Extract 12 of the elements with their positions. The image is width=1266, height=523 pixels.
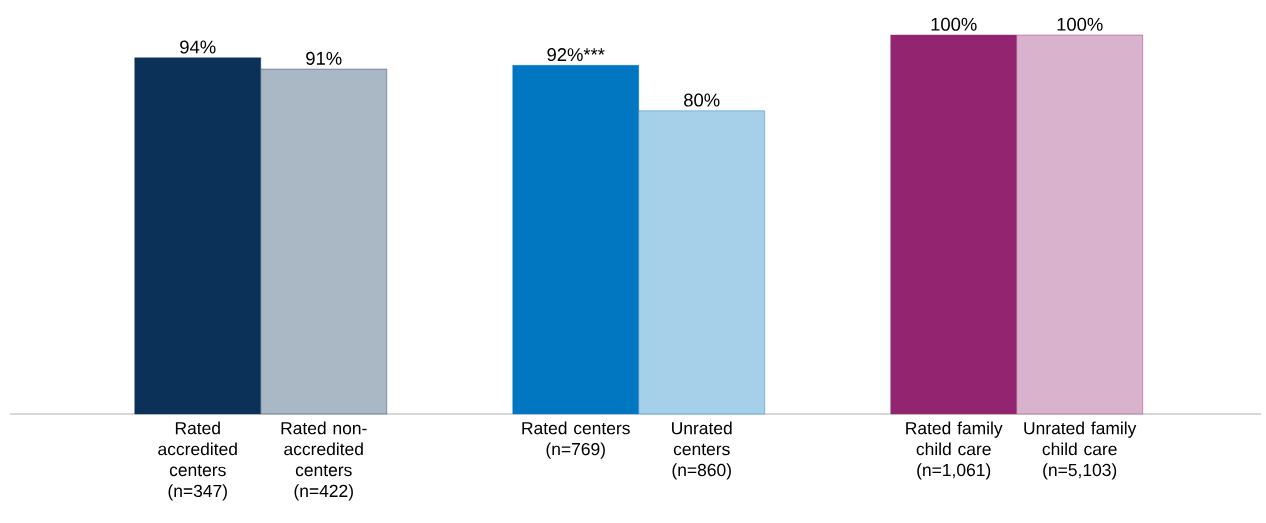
x-tick-label: Unrated family child care (n=5,103) <box>1024 421 1137 480</box>
data-label: 80% <box>684 93 720 107</box>
x-tick-label: Rated centers (n=769) <box>522 421 630 459</box>
data-label: 92%*** <box>547 48 605 62</box>
data-label: 100% <box>931 17 977 31</box>
data-label: 91% <box>306 51 342 65</box>
x-tick-label: Rated accredited centers (n=347) <box>158 421 237 501</box>
data-label: 94% <box>180 40 216 54</box>
x-tick-label: Rated non-accredited centers (n=422) <box>281 421 367 501</box>
x-tick-label: Unrated centers (n=860) <box>672 421 732 480</box>
x-tick-label: Rated family child care (n=1,061) <box>906 421 1003 480</box>
data-label: 100% <box>1057 17 1103 31</box>
